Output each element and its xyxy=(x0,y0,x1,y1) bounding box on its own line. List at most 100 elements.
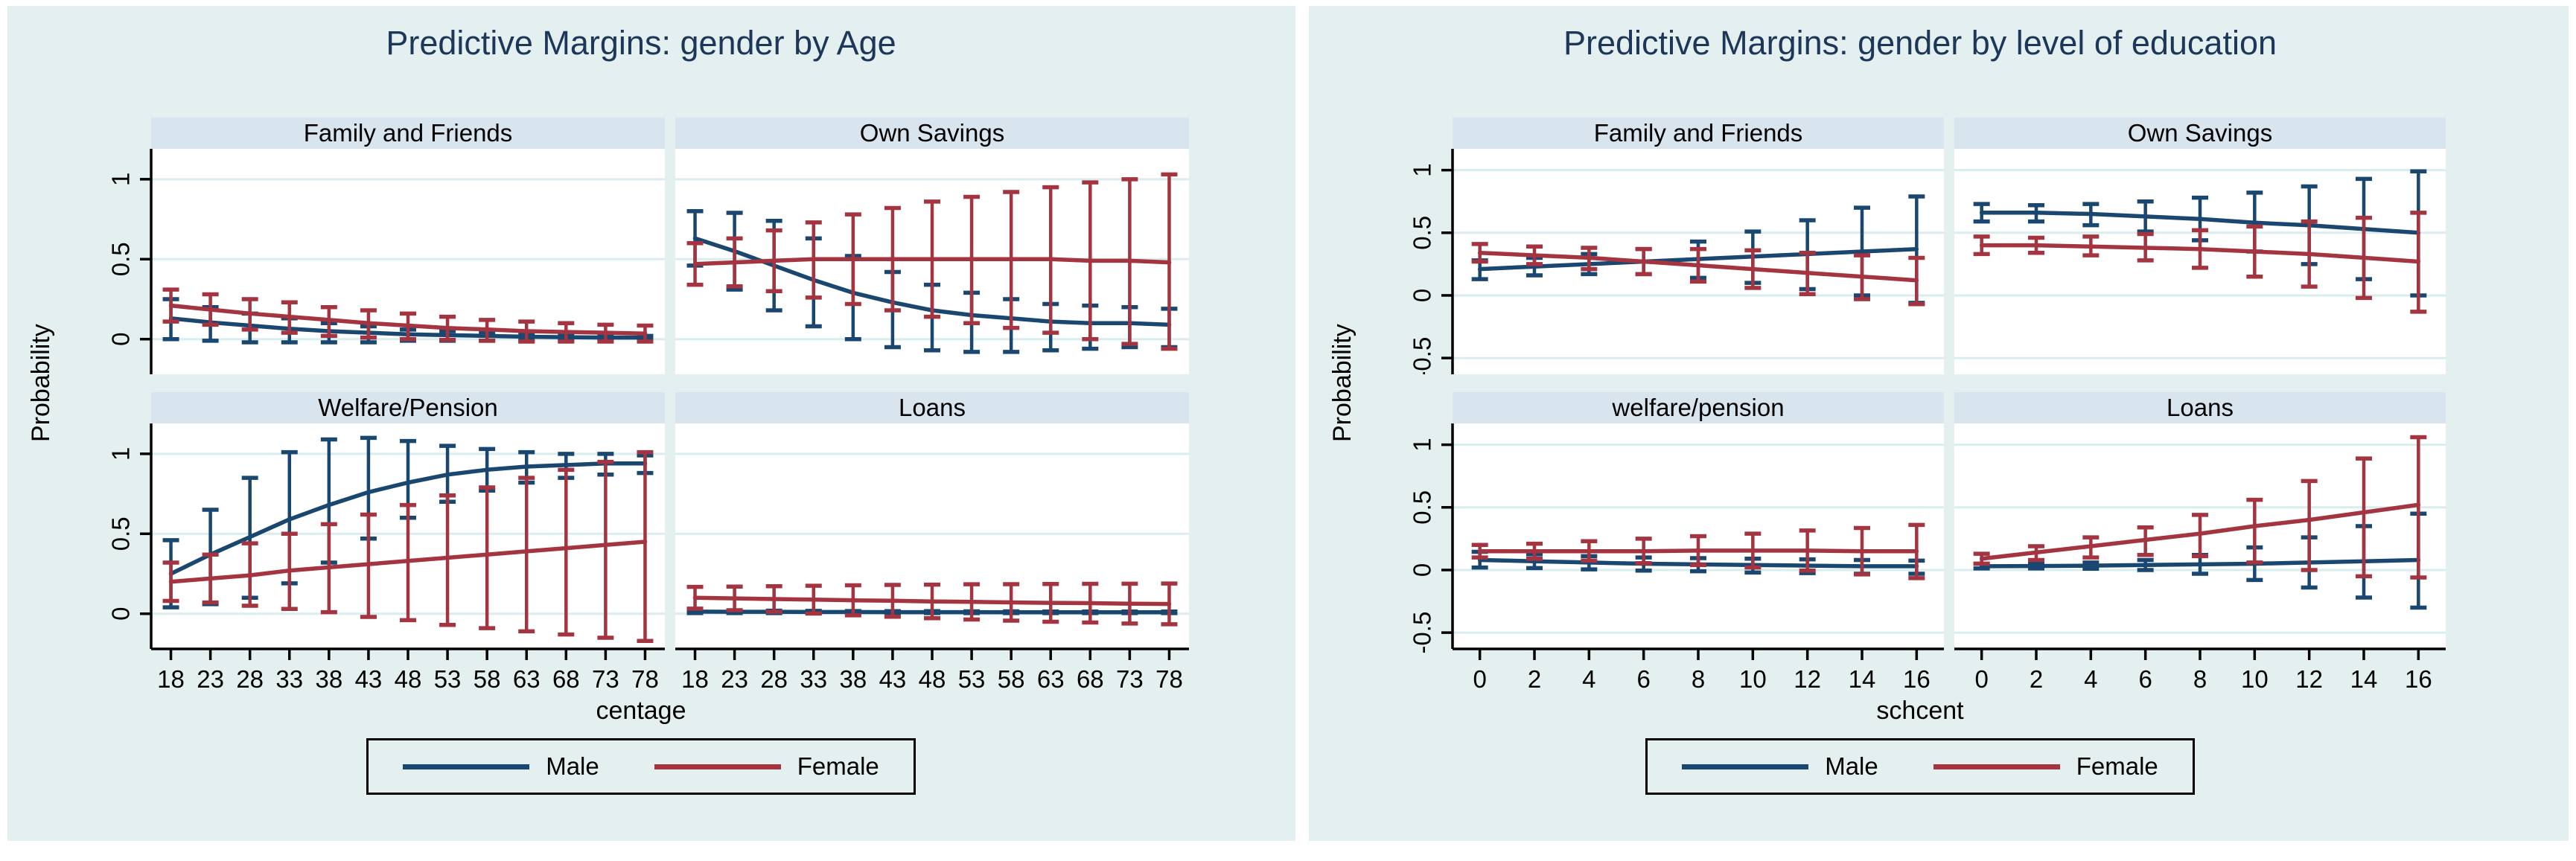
y-axis: 00.51 xyxy=(107,423,153,649)
panel-plot-loans: 0 2 4 6 8 10 12 14 16 xyxy=(1954,423,2446,693)
legend-label: Female xyxy=(2076,752,2158,780)
female-line-swatch xyxy=(1933,764,2060,769)
legend-item-female: Female xyxy=(1933,752,2158,781)
x-axis-title: schcent xyxy=(1876,697,1964,725)
panel-plot-welfare-pension: -0.500.510 2 4 6 8 10 12 14 16 xyxy=(1409,423,1944,693)
x-tick-label: 28 xyxy=(760,665,788,693)
panel-welfare-pension: Welfare/Pension 0 0.5 1 18 23 28 33 38 43 48 53 58 6… xyxy=(93,392,665,702)
x-tick-label: 23 xyxy=(197,665,224,693)
panel-plot-own-savings xyxy=(1954,149,2446,374)
chart-title: Predictive Margins: gender by Age xyxy=(386,24,896,62)
panel-title: Own Savings xyxy=(675,118,1189,149)
y-axis: -0.5 0 0.5 1 xyxy=(1409,423,1454,654)
x-tick-label: 12 xyxy=(1794,665,1821,693)
panel-own-savings: Own Savings xyxy=(1954,118,2446,374)
legend-item-male: Male xyxy=(1682,752,1878,781)
female-series-line xyxy=(1477,250,1919,283)
female-series xyxy=(1471,242,1925,307)
female-series-line xyxy=(692,257,1172,266)
x-tick-label: 43 xyxy=(355,665,383,693)
legend-label: Male xyxy=(1825,752,1878,780)
x-tick-label: 14 xyxy=(1849,665,1876,693)
y-tick-label: 1 xyxy=(107,173,135,186)
y-tick-label: 0 xyxy=(107,333,135,346)
x-tick-label: 14 xyxy=(2350,665,2378,693)
female-line-swatch xyxy=(654,764,781,769)
panel-title: Loans xyxy=(675,392,1189,423)
panel-loans: Loans 0 2 4 6 8 10 12 14 16 xyxy=(1954,392,2446,702)
x-tick-label: 6 xyxy=(2138,665,2152,693)
male-line-swatch xyxy=(1682,764,1809,769)
x-tick-label: 28 xyxy=(236,665,264,693)
y-axis-title: Probability xyxy=(1328,324,1356,443)
x-axis: 18 23 28 33 38 43 48 53 58 63 68 73 78 xyxy=(675,647,1189,693)
x-tick-label: 8 xyxy=(1692,665,1705,693)
x-tick-label: 6 xyxy=(1636,665,1650,693)
legend: Male Female xyxy=(1394,738,2446,795)
x-tick-label: 33 xyxy=(800,665,827,693)
x-tick-label: 68 xyxy=(552,665,580,693)
x-tick-label: 48 xyxy=(919,665,946,693)
y-tick-label: 1 xyxy=(1409,438,1436,451)
x-tick-label: 8 xyxy=(2193,665,2207,693)
x-tick-label: 53 xyxy=(958,665,986,693)
female-series xyxy=(1973,435,2427,580)
x-axis: 0 2 4 6 8 10 12 14 16 xyxy=(1453,647,1944,693)
chart-title: Predictive Margins: gender by level of e… xyxy=(1563,24,2277,62)
y-tick-label: 0.5 xyxy=(1409,216,1436,250)
x-tick-label: 0 xyxy=(1473,665,1486,693)
y-tick-label: 0.5 xyxy=(1409,490,1436,525)
female-series-line xyxy=(1979,502,2421,561)
legend-box: Male Female xyxy=(1645,738,2195,795)
female-series xyxy=(1471,522,1925,580)
x-axis: 18 23 28 33 38 43 48 53 58 63 68 73 78 xyxy=(151,647,665,693)
panel-title: Family and Friends xyxy=(1453,118,1944,149)
female-series xyxy=(162,449,654,644)
female-series-line xyxy=(168,540,648,584)
panel-plot-family-and-friends: -0.5 0 0.5 1 xyxy=(1409,149,1944,374)
x-tick-label: 38 xyxy=(839,665,867,693)
panel-family-and-friends: Family and Friends -0.5 0 0.5 1 xyxy=(1394,118,1944,374)
female-error-bars xyxy=(162,449,654,644)
x-tick-label: 68 xyxy=(1077,665,1104,693)
legend-box: Male Female xyxy=(366,738,916,795)
panel-loans: Loans 18 23 28 33 38 43 48 53 58 63 68 73 78 xyxy=(675,392,1189,702)
female-series xyxy=(686,581,1178,627)
x-tick-label: 23 xyxy=(721,665,748,693)
x-axis: 0 2 4 6 8 10 12 14 16 xyxy=(1954,647,2446,693)
panel-title: Own Savings xyxy=(1954,118,2446,149)
x-tick-label: 10 xyxy=(2241,665,2269,693)
x-tick-label: 38 xyxy=(315,665,342,693)
legend-label: Male xyxy=(546,752,599,780)
x-tick-label: 12 xyxy=(2295,665,2323,693)
x-axis-title: centage xyxy=(596,697,686,725)
x-tick-label: 16 xyxy=(2405,665,2432,693)
female-series xyxy=(686,172,1178,351)
female-series xyxy=(162,287,654,344)
legend: Male Female xyxy=(93,738,1189,795)
y-axis: -0.5 0 0.5 1 xyxy=(1409,149,1454,374)
panel-title: Welfare/Pension xyxy=(151,392,665,423)
y-tick-label: -0.5 xyxy=(1409,612,1436,654)
x-tick-label: 0 xyxy=(1974,665,1988,693)
male-line-swatch xyxy=(403,764,530,769)
male-series-line xyxy=(1979,211,2421,235)
female-series-line xyxy=(1979,243,2421,264)
x-tick-label: 53 xyxy=(434,665,462,693)
x-tick-label: 58 xyxy=(998,665,1025,693)
female-error-bars xyxy=(162,287,654,344)
panel-title: welfare/pension xyxy=(1453,392,1944,423)
x-tick-label: 16 xyxy=(1903,665,1931,693)
panel-family-and-friends: Family and Friends 0 0.5 1 xyxy=(93,118,665,374)
y-tick-label: 1 xyxy=(1409,163,1436,176)
male-series-line xyxy=(168,461,648,576)
panel-title: Family and Friends xyxy=(151,118,665,149)
y-tick-label: -0.5 xyxy=(1409,337,1436,374)
y-tick-label: 0 xyxy=(1409,563,1436,577)
x-tick-label: 18 xyxy=(157,665,185,693)
y-tick-label: 0.5 xyxy=(107,242,135,276)
x-tick-label: 33 xyxy=(275,665,303,693)
panel-own-savings: Own Savings xyxy=(675,118,1189,374)
